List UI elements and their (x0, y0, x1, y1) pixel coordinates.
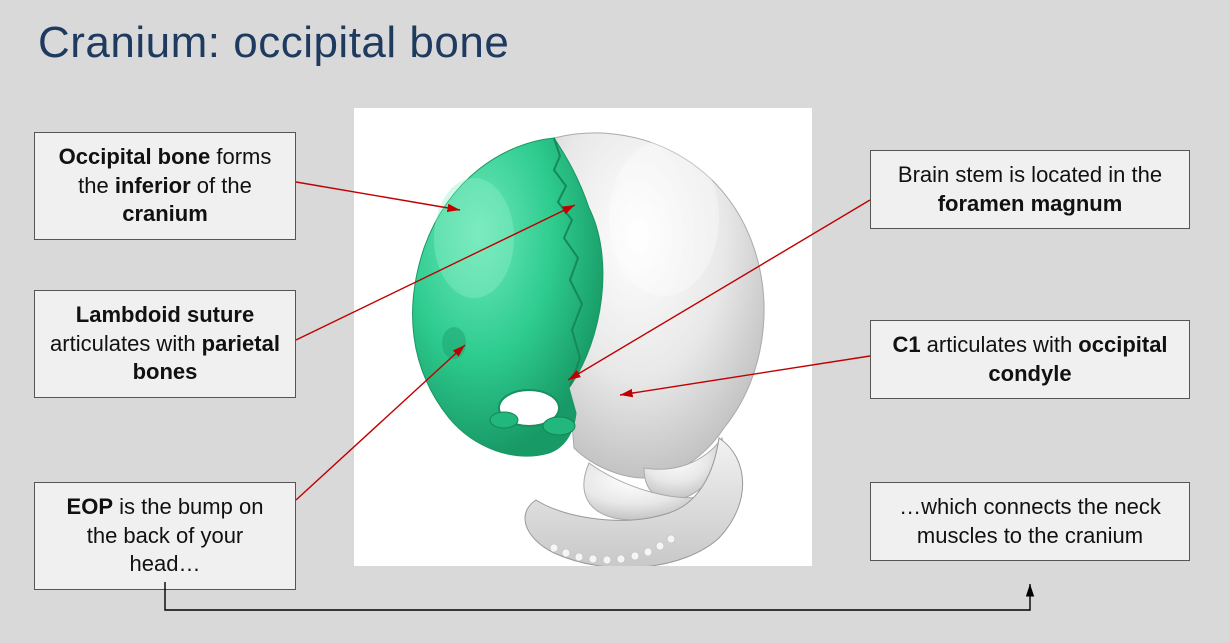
callout-c1-condyle: C1 articulates with occipital condyle (870, 320, 1190, 399)
callout-eop: EOP is the bump on the back of your head… (34, 482, 296, 590)
callout-text: Occipital bone forms the inferior of the… (59, 144, 272, 226)
callout-neck-muscles: …which connects the neck muscles to the … (870, 482, 1190, 561)
callout-lambdoid: Lambdoid suture articulates with parieta… (34, 290, 296, 398)
callout-text: …which connects the neck muscles to the … (899, 494, 1161, 548)
skull-illustration (354, 108, 812, 566)
callout-text: Brain stem is located in the foramen mag… (898, 162, 1162, 216)
callout-text: EOP is the bump on the back of your head… (67, 494, 264, 576)
callout-text: Lambdoid suture articulates with parieta… (50, 302, 280, 384)
callout-text: C1 articulates with occipital condyle (892, 332, 1167, 386)
occipital-condyle (543, 417, 575, 435)
callout-occipital-inferior: Occipital bone forms the inferior of the… (34, 132, 296, 240)
skull-svg (354, 108, 812, 566)
eop-bump (442, 327, 466, 359)
page-title: Cranium: occipital bone (38, 18, 509, 68)
callout-foramen-magnum: Brain stem is located in the foramen mag… (870, 150, 1190, 229)
